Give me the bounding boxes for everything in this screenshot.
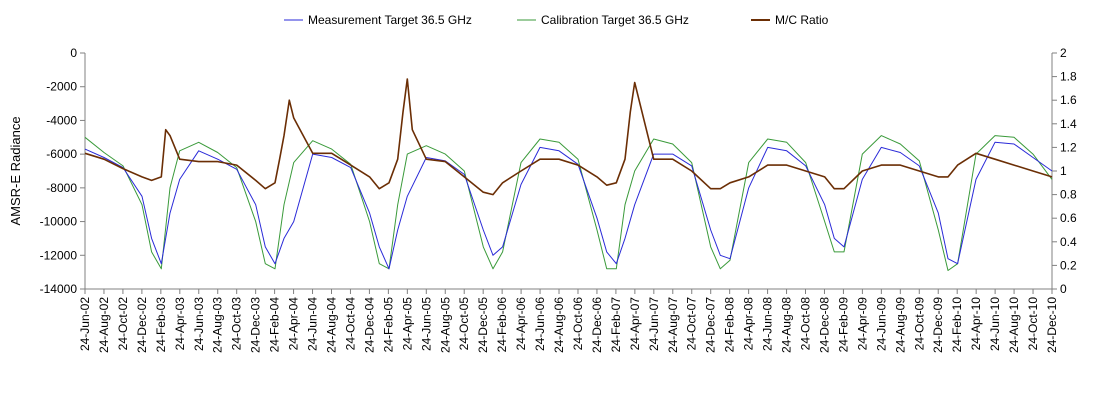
y-tick-label: -4000	[46, 113, 77, 127]
y-tick-label: -14000	[40, 282, 78, 296]
x-tick-label: 24-Dec-10	[1045, 297, 1059, 353]
x-tick-label: 24-Apr-04	[287, 297, 301, 351]
x-tick-label: 24-Jun-03	[192, 297, 206, 351]
x-tick-label: 24-Oct-08	[799, 297, 813, 351]
y-axis-title: AMSR-E Radiance	[8, 116, 23, 225]
y-tick-label: 0	[70, 46, 77, 60]
y2-tick-label: 1.4	[1060, 117, 1077, 131]
x-tick-label: 24-Jun-05	[419, 297, 433, 351]
x-tick-label: 24-Oct-05	[457, 297, 471, 351]
x-tick-label: 24-Oct-04	[343, 297, 357, 351]
x-tick-label: 24-Dec-07	[704, 297, 718, 353]
series-line-calibration	[84, 135, 1053, 271]
legend-label-ratio: M/C Ratio	[775, 13, 829, 27]
x-tick-label: 24-Oct-07	[685, 297, 699, 351]
x-tick-label: 24-Oct-06	[571, 297, 585, 351]
x-tick-label: 24-Apr-07	[628, 297, 642, 351]
x-tick-label: 24-Dec-03	[249, 297, 263, 353]
x-tick-label: 24-Jun-07	[647, 297, 661, 351]
legend: Measurement Target 36.5 GHz Calibration …	[284, 13, 829, 27]
x-tick-label: 24-Feb-09	[836, 297, 850, 353]
y2-tick-label: 0.8	[1060, 188, 1077, 202]
x-tick-label: 24-Feb-04	[268, 297, 282, 353]
x-tick-label: 24-Aug-08	[780, 297, 794, 353]
legend-label-calibration: Calibration Target 36.5 GHz	[541, 13, 689, 27]
x-tick-label: 24-Aug-03	[211, 297, 225, 353]
x-tick-label: 24-Dec-04	[362, 297, 376, 353]
y2-tick-label: 0.4	[1060, 235, 1077, 249]
x-tick-label: 24-Dec-05	[476, 297, 490, 353]
plot-area: 0-2000-4000-6000-8000-10000-12000-140002…	[40, 46, 1077, 353]
x-tick-label: 24-Jun-02	[78, 297, 92, 351]
x-tick-label: 24-Oct-03	[230, 297, 244, 351]
x-tick-label: 24-Oct-02	[116, 297, 130, 351]
series-line-measurement	[84, 141, 1053, 270]
legend-label-measurement: Measurement Target 36.5 GHz	[308, 13, 472, 27]
x-tick-label: 24-Apr-10	[969, 297, 983, 351]
x-tick-label: 24-Aug-06	[552, 297, 566, 353]
x-tick-label: 24-Apr-08	[742, 297, 756, 351]
y2-tick-label: 2	[1060, 46, 1067, 60]
x-tick-label: 24-Jun-09	[874, 297, 888, 351]
x-tick-label: 24-Apr-09	[855, 297, 869, 351]
y2-tick-label: 0.6	[1060, 211, 1077, 225]
x-tick-label: 24-Dec-08	[817, 297, 831, 353]
x-tick-label: 24-Aug-07	[666, 297, 680, 353]
x-tick-label: 24-Apr-05	[400, 297, 414, 351]
y2-tick-label: 0	[1060, 282, 1067, 296]
y2-tick-label: 0.2	[1060, 258, 1077, 272]
y2-tick-label: 1.8	[1060, 70, 1077, 84]
x-tick-label: 24-Feb-06	[495, 297, 509, 353]
x-tick-label: 24-Jun-06	[533, 297, 547, 351]
x-tick-label: 24-Aug-02	[97, 297, 111, 353]
x-tick-label: 24-Apr-06	[514, 297, 528, 351]
x-tick-label: 24-Dec-06	[590, 297, 604, 353]
x-tick-label: 24-Apr-03	[173, 297, 187, 351]
x-tick-label: 24-Aug-10	[1007, 297, 1021, 353]
y2-tick-label: 1.2	[1060, 140, 1077, 154]
x-tick-label: 24-Aug-05	[438, 297, 452, 353]
y-tick-label: -10000	[40, 215, 78, 229]
x-tick-label: 24-Oct-10	[1026, 297, 1040, 351]
y2-tick-label: 1.6	[1060, 93, 1077, 107]
y-tick-label: -8000	[46, 181, 77, 195]
x-tick-label: 24-Feb-05	[381, 297, 395, 353]
y2-tick-label: 1	[1060, 164, 1067, 178]
x-tick-label: 24-Feb-07	[609, 297, 623, 353]
x-tick-label: 24-Aug-04	[324, 297, 338, 353]
x-tick-label: 24-Jun-04	[306, 297, 320, 351]
x-tick-label: 24-Jun-08	[761, 297, 775, 351]
x-tick-label: 24-Feb-03	[154, 297, 168, 353]
y-tick-label: -2000	[46, 80, 77, 94]
x-tick-label: 24-Oct-09	[912, 297, 926, 351]
y-tick-label: -6000	[46, 147, 77, 161]
series-line-ratio	[84, 78, 1053, 196]
x-tick-label: 24-Dec-02	[135, 297, 149, 353]
x-tick-label: 24-Jun-10	[988, 297, 1002, 351]
x-tick-label: 24-Aug-09	[893, 297, 907, 353]
y-tick-label: -12000	[40, 248, 78, 262]
x-tick-label: 24-Feb-10	[950, 297, 964, 353]
x-tick-label: 24-Feb-08	[723, 297, 737, 353]
x-tick-label: 24-Dec-09	[931, 297, 945, 353]
